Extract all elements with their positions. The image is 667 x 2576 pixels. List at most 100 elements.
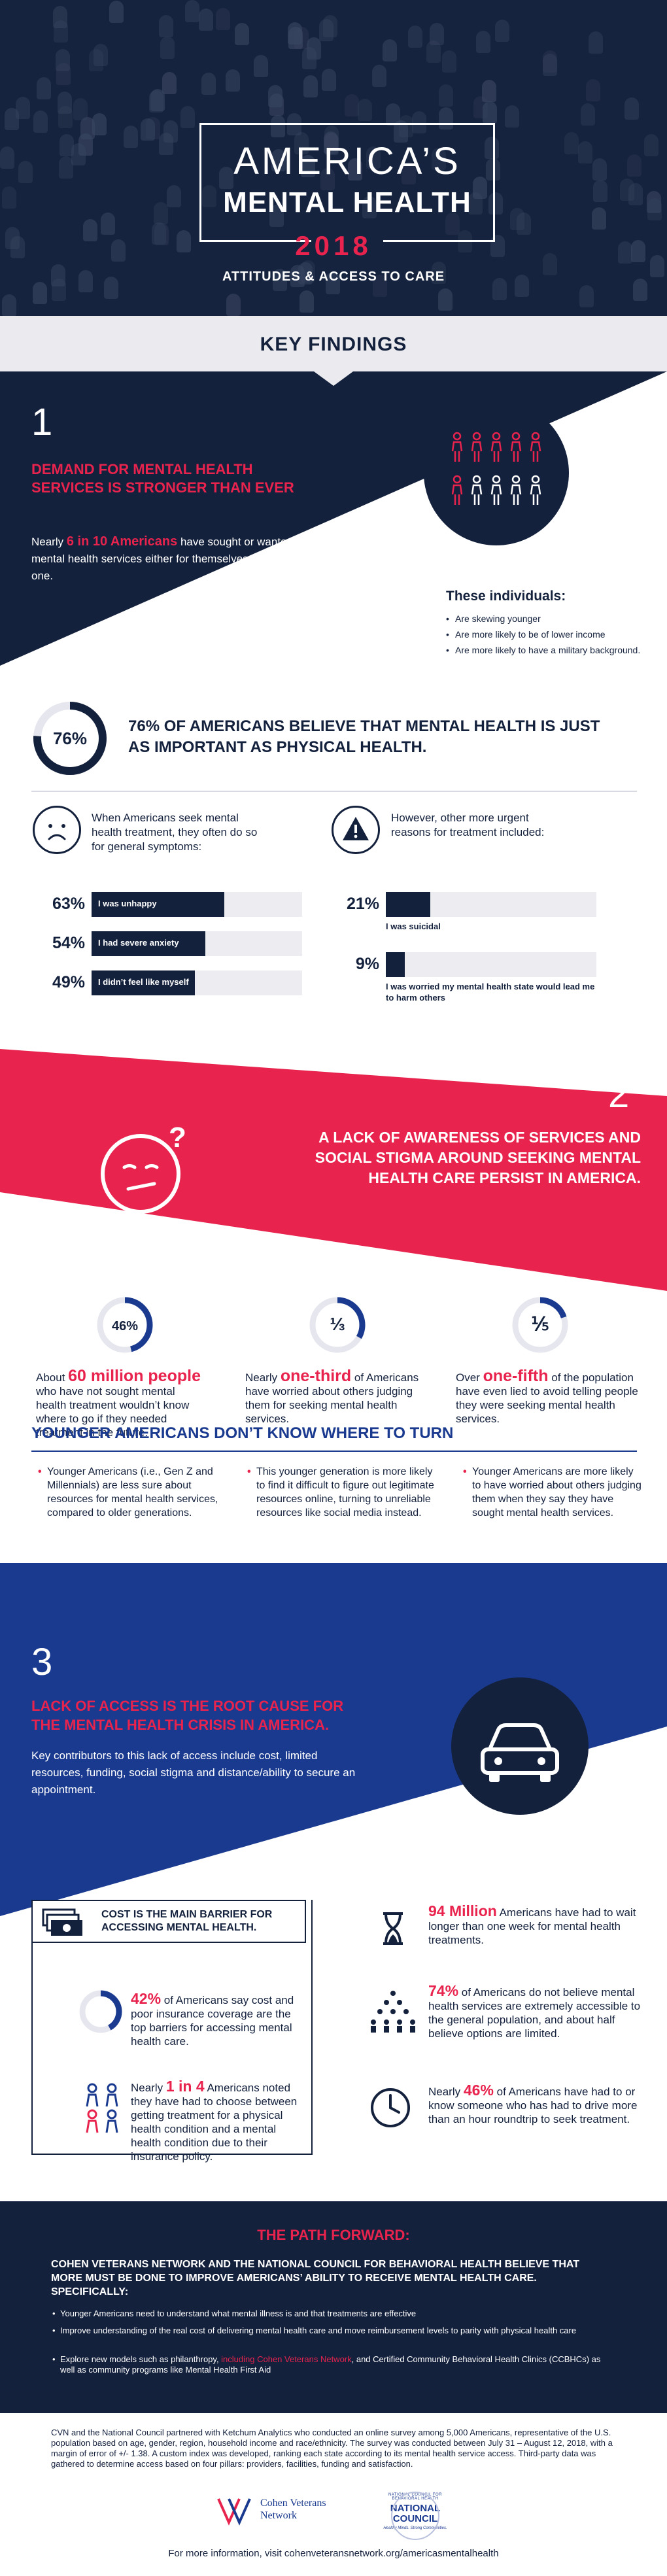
finding2-stat-highlight: one-third bbox=[280, 1367, 352, 1385]
hero-year-mask bbox=[311, 228, 383, 260]
crowd-figure bbox=[58, 92, 72, 114]
crowd-figure bbox=[150, 89, 165, 111]
younger-divider bbox=[31, 1451, 637, 1452]
finding1-body-prefix: Nearly bbox=[31, 536, 67, 548]
finding2-stat-prefix: About bbox=[36, 1371, 69, 1384]
crowd-figure bbox=[326, 272, 340, 294]
crowd-figure bbox=[647, 198, 662, 220]
cohen-veterans-logo-icon bbox=[217, 2498, 251, 2526]
crowd-figure bbox=[5, 227, 20, 249]
population-icon bbox=[371, 1991, 415, 2033]
crowd-figure bbox=[510, 208, 524, 230]
crowd-figure bbox=[426, 41, 441, 63]
hero-title-line1: AMERICA’S bbox=[233, 140, 461, 182]
finding1-heading: DEMAND FOR MENTAL HEALTH SERVICES IS STR… bbox=[31, 461, 294, 496]
crowd-figure bbox=[488, 192, 503, 215]
cost-stat1: 42% of Americans say cost and poor insur… bbox=[131, 1991, 301, 2048]
crowd-figure bbox=[124, 126, 138, 148]
crowd-figure bbox=[254, 55, 268, 77]
hero-banner bbox=[0, 0, 667, 316]
finding2-heading: A LACK OF AWARENESS OF SERVICES AND SOCI… bbox=[315, 1129, 641, 1186]
finding3-number: 3 bbox=[31, 1641, 53, 1683]
cost-stat2: Nearly 1 in 4 Americans noted they have … bbox=[131, 2079, 301, 2163]
crowd-figure bbox=[199, 9, 213, 31]
path-forward-item: Improve understanding of the real cost o… bbox=[52, 2326, 609, 2336]
crowd-figure bbox=[294, 132, 309, 154]
crowd-figure bbox=[366, 146, 381, 169]
finding1-body: Nearly 6 in 10 Americans have sought or … bbox=[31, 533, 332, 585]
symptoms-right-intro: However, other more urgent reasons for t… bbox=[391, 812, 545, 838]
younger-title: YOUNGER AMERICANS DON’T KNOW WHERE TO TU… bbox=[31, 1424, 454, 1442]
people-icon-grid bbox=[450, 432, 548, 517]
crowd-figure bbox=[301, 155, 315, 177]
crowd-figure bbox=[71, 143, 86, 165]
crowd-figure bbox=[543, 50, 557, 73]
symptoms-left-intro: When Americans seek mental health treatm… bbox=[92, 812, 258, 853]
crowd-figure bbox=[180, 106, 195, 128]
crowd-figure bbox=[271, 115, 285, 137]
key-findings-title: KEY FINDINGS bbox=[260, 334, 407, 355]
crowd-figure bbox=[386, 103, 400, 126]
finding2-number: 2 bbox=[608, 1073, 630, 1116]
younger-item: This younger generation is more likely t… bbox=[247, 1465, 439, 1520]
access-stat3-prefix: Nearly bbox=[428, 2086, 464, 2098]
cost-42-ring bbox=[79, 1990, 122, 2033]
crowd-figure bbox=[592, 158, 607, 180]
finding1-body-highlight: 6 in 10 Americans bbox=[66, 534, 178, 549]
crowd-figure bbox=[324, 126, 339, 148]
crowd-figure bbox=[59, 156, 73, 179]
stat76-text: 76% OF AMERICANS BELIEVE THAT MENTAL HEA… bbox=[128, 717, 600, 756]
crowd-figure bbox=[495, 20, 509, 42]
crowd-figure bbox=[543, 253, 557, 275]
crowd-figure bbox=[581, 103, 595, 126]
crowd-figure bbox=[80, 117, 95, 139]
crowd-figure bbox=[146, 117, 160, 139]
access-stat1-highlight: 94 Million bbox=[428, 1902, 497, 1919]
crowd-figure bbox=[269, 94, 284, 116]
crowd-figure bbox=[322, 69, 336, 91]
crowd-figure bbox=[442, 50, 456, 73]
crowd-figure bbox=[92, 113, 107, 135]
crowd-figure bbox=[320, 168, 335, 190]
finding2-stat-highlight: one-fifth bbox=[483, 1367, 549, 1385]
footer-link[interactable]: For more information, visit cohenveteran… bbox=[168, 2548, 499, 2559]
crowd-figure bbox=[620, 179, 634, 201]
crowd-figure bbox=[319, 19, 334, 41]
crowd-figure bbox=[2, 186, 16, 209]
crowd-figure bbox=[16, 97, 30, 119]
finding2-ring-label: ⅕ bbox=[531, 1314, 549, 1334]
bar-label: I had severe anxiety bbox=[98, 938, 179, 948]
finding2-ring-label: 46% bbox=[112, 1319, 138, 1333]
crowd-figure bbox=[650, 255, 664, 277]
bar-row: 49% I didn’t feel like myself bbox=[39, 970, 309, 995]
crowd-figure bbox=[162, 72, 177, 94]
crowd-figure bbox=[154, 223, 169, 245]
crowd-figure bbox=[579, 285, 594, 307]
individuals-title: These individuals: bbox=[446, 589, 566, 604]
crowd-figure bbox=[473, 96, 488, 118]
crowd-figure bbox=[543, 54, 557, 76]
bar-label: I was unhappy bbox=[98, 899, 157, 908]
individuals-item: Are more likely to be of lower income bbox=[446, 629, 645, 640]
car-icon-circle bbox=[451, 1677, 589, 1815]
crowd-figure bbox=[647, 191, 661, 213]
crowd-figure bbox=[402, 162, 416, 184]
crowd-figure bbox=[515, 275, 529, 297]
bar-track bbox=[386, 952, 596, 977]
people-1-in-4-icon bbox=[86, 2083, 118, 2133]
divider bbox=[31, 791, 637, 792]
person-icon bbox=[490, 475, 502, 505]
crowd-figure bbox=[485, 137, 499, 159]
crowd-figure bbox=[628, 183, 643, 205]
crowd-figure bbox=[430, 23, 444, 45]
finding2-ring: ⅕ bbox=[512, 1297, 568, 1353]
bar-fill: I had severe anxiety bbox=[92, 931, 205, 956]
hourglass-icon bbox=[383, 1912, 403, 1945]
methodology-note: CVN and the National Council partnered w… bbox=[51, 2428, 613, 2469]
bar-track: I had severe anxiety bbox=[92, 931, 302, 956]
crowd-figure bbox=[592, 207, 606, 230]
crowd-figure bbox=[482, 80, 496, 102]
hero-subtitle: ATTITUDES & ACCESS TO CARE bbox=[222, 269, 445, 284]
crowd-figure bbox=[185, 0, 199, 22]
person-icon bbox=[530, 475, 541, 505]
